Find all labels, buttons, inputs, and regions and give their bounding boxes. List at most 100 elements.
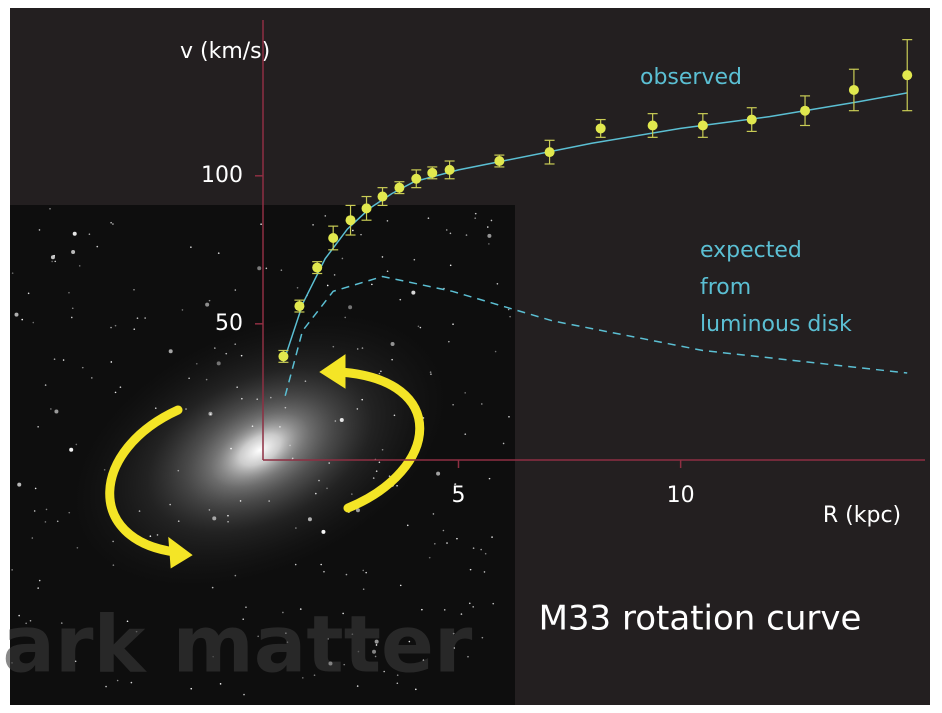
star — [116, 679, 119, 682]
series-label: observed — [640, 65, 742, 90]
star — [181, 309, 184, 311]
data-point — [902, 70, 913, 81]
star — [44, 384, 47, 386]
star — [69, 447, 74, 452]
star — [443, 609, 446, 611]
star — [472, 606, 475, 608]
star — [375, 470, 378, 472]
x-tick-label: 10 — [667, 483, 695, 508]
star — [45, 508, 48, 511]
series-label: luminous disk — [700, 312, 852, 337]
star — [344, 316, 347, 319]
star — [464, 392, 466, 394]
star — [327, 638, 330, 640]
star — [135, 630, 138, 633]
star — [236, 386, 238, 388]
star — [378, 461, 381, 464]
star — [380, 370, 382, 373]
star — [216, 361, 221, 366]
star — [480, 548, 482, 551]
star — [456, 537, 458, 540]
star — [345, 573, 348, 576]
star — [390, 342, 395, 347]
star — [112, 564, 115, 566]
star — [268, 500, 270, 502]
star — [205, 302, 210, 307]
star — [371, 283, 373, 286]
star — [110, 221, 112, 224]
star — [343, 663, 346, 666]
star — [34, 487, 37, 490]
star — [88, 233, 91, 236]
star — [446, 542, 448, 544]
star — [360, 233, 362, 236]
star — [245, 606, 247, 609]
star — [211, 586, 214, 589]
star — [156, 534, 159, 536]
star — [445, 229, 448, 231]
star — [355, 508, 360, 513]
star — [242, 618, 245, 621]
star — [126, 620, 129, 623]
star — [427, 217, 430, 219]
star — [361, 347, 364, 349]
star — [396, 484, 398, 487]
star — [256, 398, 259, 401]
star — [169, 503, 171, 506]
star — [351, 633, 354, 636]
star — [422, 659, 425, 662]
star — [396, 682, 399, 685]
star — [234, 289, 237, 291]
star — [270, 396, 272, 399]
star — [351, 493, 353, 495]
star — [307, 517, 312, 522]
star — [81, 366, 84, 369]
star — [240, 354, 243, 357]
star — [257, 635, 259, 638]
star — [406, 524, 409, 527]
data-point — [427, 167, 438, 178]
star — [31, 537, 34, 539]
star — [188, 377, 190, 380]
star — [177, 469, 180, 472]
data-point — [328, 232, 339, 243]
watermark: Dark matter — [0, 600, 473, 690]
star — [243, 693, 245, 696]
star — [251, 425, 254, 428]
star — [449, 232, 452, 235]
data-point — [294, 301, 305, 312]
star — [68, 291, 70, 294]
star — [112, 223, 114, 225]
star — [324, 215, 327, 217]
star — [502, 442, 505, 445]
star — [37, 425, 39, 428]
star — [212, 516, 217, 521]
x-axis-label: R (kpc) — [823, 503, 901, 528]
star — [133, 288, 135, 291]
star — [483, 571, 486, 573]
star — [302, 677, 304, 679]
y-tick-label: 100 — [201, 163, 243, 188]
star — [318, 479, 320, 482]
star — [474, 212, 477, 215]
star — [375, 644, 378, 646]
star — [328, 661, 333, 666]
star — [494, 350, 497, 353]
star — [25, 622, 27, 625]
star — [185, 408, 187, 410]
star — [361, 398, 363, 401]
star — [452, 632, 455, 635]
star — [286, 641, 289, 644]
star — [37, 587, 39, 589]
star — [257, 266, 262, 271]
star — [29, 619, 32, 622]
star — [56, 520, 59, 523]
star — [214, 347, 216, 349]
star — [357, 650, 360, 653]
star — [11, 272, 14, 274]
star — [208, 299, 211, 302]
star — [464, 433, 467, 435]
star — [217, 252, 220, 254]
star — [227, 520, 229, 523]
